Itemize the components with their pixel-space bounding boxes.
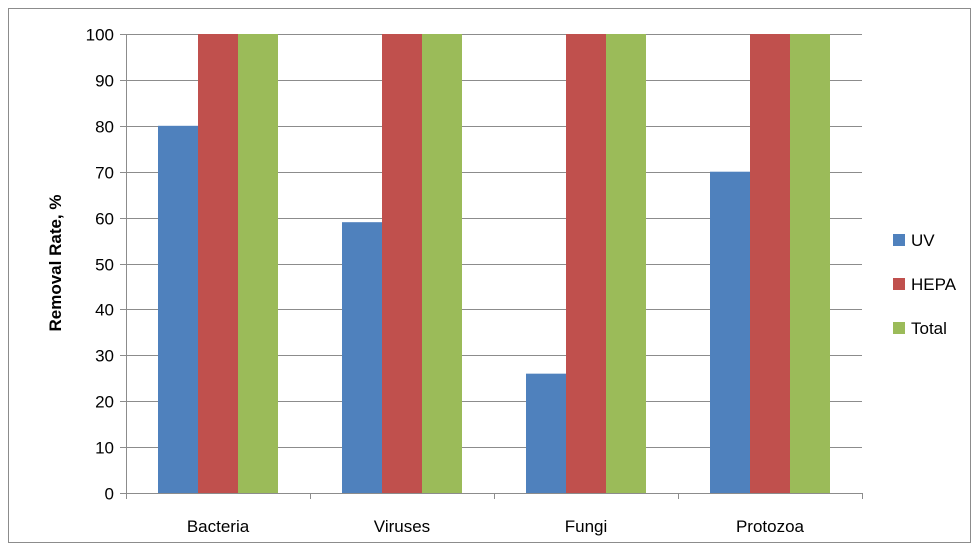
bar-uv-protozoa bbox=[710, 171, 750, 493]
y-tick-label: 60 bbox=[95, 210, 114, 229]
y-tick-label: 20 bbox=[95, 393, 114, 412]
y-tick-label: 100 bbox=[86, 26, 114, 45]
x-tick-label: Viruses bbox=[374, 517, 430, 536]
axis-labels: 0 10 20 30 40 50 60 70 80 90 100 Bacteria Viruses Fun… bbox=[86, 26, 805, 537]
bar-total-bacteria bbox=[238, 34, 278, 493]
legend: UV HEPA Total bbox=[893, 231, 957, 338]
legend-label-hepa: HEPA bbox=[911, 275, 957, 294]
axes bbox=[120, 34, 863, 499]
bar-total-viruses bbox=[422, 34, 462, 493]
bar-hepa-fungi bbox=[566, 34, 606, 493]
legend-label-uv: UV bbox=[911, 231, 935, 250]
x-tick-label: Fungi bbox=[565, 517, 608, 536]
bar-total-protozoa bbox=[790, 34, 830, 493]
bar-uv-bacteria bbox=[158, 125, 198, 494]
y-tick-label: 0 bbox=[105, 485, 114, 504]
bars bbox=[158, 34, 830, 494]
y-tick-label: 90 bbox=[95, 72, 114, 91]
bar-uv-fungi bbox=[526, 373, 566, 493]
legend-swatch-total bbox=[893, 322, 905, 334]
bar-hepa-bacteria bbox=[198, 34, 238, 493]
bar-hepa-viruses bbox=[382, 34, 422, 493]
y-tick-label: 80 bbox=[95, 118, 114, 137]
legend-swatch-uv bbox=[893, 234, 905, 246]
bar-hepa-protozoa bbox=[750, 34, 790, 493]
y-tick-label: 30 bbox=[95, 347, 114, 366]
y-axis-title: Removal Rate, % bbox=[46, 195, 65, 332]
bar-total-fungi bbox=[606, 34, 646, 493]
bar-uv-viruses bbox=[342, 222, 382, 493]
x-tick-label: Bacteria bbox=[187, 517, 250, 536]
y-tick-label: 50 bbox=[95, 256, 114, 275]
y-tick-label: 70 bbox=[95, 164, 114, 183]
x-tick-label: Protozoa bbox=[736, 517, 805, 536]
y-tick-label: 40 bbox=[95, 301, 114, 320]
legend-label-total: Total bbox=[911, 319, 947, 338]
legend-swatch-hepa bbox=[893, 278, 905, 290]
y-tick-label: 10 bbox=[95, 439, 114, 458]
